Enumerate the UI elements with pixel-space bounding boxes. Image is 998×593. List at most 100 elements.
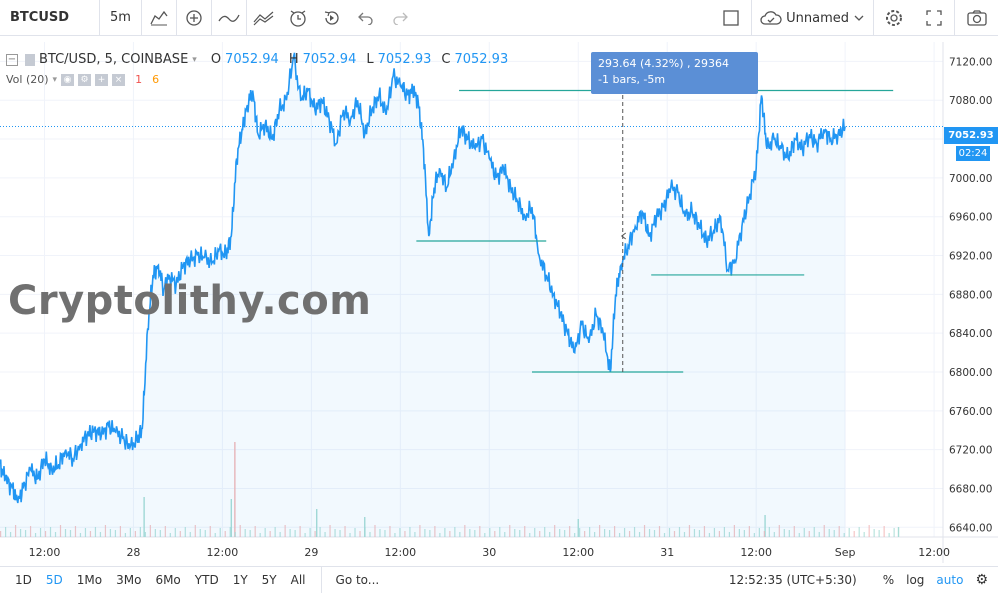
flag-icon bbox=[25, 53, 35, 66]
redo-icon[interactable] bbox=[383, 0, 417, 36]
goto-button[interactable]: Go to... bbox=[335, 572, 380, 587]
volume-bar bbox=[828, 529, 830, 537]
undo-icon[interactable] bbox=[349, 0, 383, 36]
volume-bar bbox=[499, 527, 501, 537]
range-ytd[interactable]: YTD bbox=[194, 572, 219, 587]
indicators-icon[interactable] bbox=[177, 0, 211, 36]
range-3mo[interactable]: 3Mo bbox=[116, 572, 142, 587]
plus-icon[interactable]: + bbox=[95, 73, 109, 86]
legend-dropdown-icon[interactable]: ▾ bbox=[192, 54, 197, 65]
legend-high-label: H bbox=[288, 52, 299, 67]
volume-bar bbox=[309, 528, 311, 537]
volume-bar bbox=[264, 528, 266, 537]
axis-settings-gear-icon[interactable]: ⚙ bbox=[975, 572, 988, 588]
volume-bar bbox=[783, 529, 785, 537]
volume-bar bbox=[479, 526, 481, 537]
fullscreen-icon[interactable] bbox=[914, 0, 954, 36]
templates-icon[interactable] bbox=[247, 0, 281, 36]
range-1d[interactable]: 1D bbox=[15, 572, 32, 587]
range-all[interactable]: All bbox=[290, 572, 306, 587]
replay-icon[interactable] bbox=[315, 0, 349, 36]
volume-bar bbox=[529, 533, 531, 537]
volume-bar bbox=[144, 532, 146, 537]
volume-bar bbox=[653, 530, 656, 537]
volume-bar bbox=[628, 531, 631, 537]
volume-bar bbox=[14, 525, 17, 537]
log-toggle[interactable]: log bbox=[906, 573, 925, 587]
volume-bar bbox=[374, 525, 376, 537]
interval-button[interactable]: 5m bbox=[100, 0, 142, 36]
volume-bar bbox=[733, 525, 735, 537]
volume-bar bbox=[134, 531, 136, 537]
volume-bar bbox=[678, 527, 681, 537]
volume-bar bbox=[489, 528, 491, 537]
eye-icon[interactable]: ◉ bbox=[61, 73, 75, 86]
volume-bar bbox=[623, 528, 626, 537]
volume-bar bbox=[230, 499, 233, 537]
measure-tooltip-line1: 293.64 (4.32%) , 29364 bbox=[598, 57, 729, 70]
volume-bar bbox=[688, 525, 691, 537]
volume-bar bbox=[544, 527, 546, 537]
symbol-search-button[interactable]: BTCUSD bbox=[0, 0, 100, 36]
legend-high: 7052.94 bbox=[302, 52, 357, 67]
price-chart[interactable]: 7120.00 7080.00 7000.00 6960.00 6920.00 6880.… bbox=[0, 0, 998, 566]
bottom-toolbar: 1D 5D 1Mo 3Mo 6Mo YTD 1Y 5Y All Go to... 12:52:3… bbox=[0, 566, 998, 593]
volume-dropdown-icon[interactable]: ▾ bbox=[52, 74, 58, 85]
volume-bar bbox=[84, 528, 87, 537]
volume-bar bbox=[873, 529, 875, 537]
volume-bar bbox=[314, 531, 316, 537]
volume-bar bbox=[838, 526, 840, 537]
bar-style-icon[interactable] bbox=[142, 0, 176, 36]
range-6mo[interactable]: 6Mo bbox=[155, 572, 181, 587]
volume-bar bbox=[459, 532, 461, 537]
volume-bar bbox=[214, 533, 216, 537]
settings-gear-icon[interactable] bbox=[874, 0, 914, 36]
volume-bar bbox=[316, 509, 318, 537]
volume-bar bbox=[154, 529, 156, 537]
y-tick-label: 6920.00 bbox=[949, 251, 992, 263]
volume-bar bbox=[778, 525, 780, 537]
y-tick-label: 6800.00 bbox=[949, 367, 992, 379]
close-icon[interactable]: × bbox=[112, 73, 126, 86]
volume-bar bbox=[718, 531, 721, 537]
range-1y[interactable]: 1Y bbox=[232, 572, 248, 587]
auto-toggle[interactable]: auto bbox=[936, 573, 964, 587]
volume-bar bbox=[49, 527, 52, 537]
volume-bar bbox=[294, 530, 296, 537]
volume-bar bbox=[284, 525, 286, 537]
volume-bar bbox=[878, 530, 880, 537]
legend-open-label: O bbox=[210, 52, 222, 67]
layout-menu[interactable]: Unnamed bbox=[751, 0, 874, 36]
collapse-legend-icon[interactable]: − bbox=[6, 53, 18, 66]
volume-bar bbox=[773, 532, 775, 537]
volume-bar bbox=[843, 533, 845, 537]
range-5d[interactable]: 5D bbox=[45, 572, 63, 587]
range-1mo[interactable]: 1Mo bbox=[76, 572, 103, 587]
volume-bar bbox=[189, 532, 191, 537]
volume-value-2: 6 bbox=[152, 73, 160, 86]
volume-bar bbox=[44, 531, 47, 537]
legend-close: 7052.93 bbox=[454, 52, 509, 67]
alert-icon[interactable] bbox=[281, 0, 315, 36]
volume-bar bbox=[474, 530, 476, 537]
percent-toggle[interactable]: % bbox=[882, 573, 895, 587]
bar-countdown-label: 02:24 bbox=[956, 146, 990, 161]
clock-time[interactable]: 12:52:35 (UTC+5:30) bbox=[728, 573, 857, 587]
symbol-legend: − BTC/USD, 5, COINBASE ▾ O 7052.94 H 7052.… bbox=[6, 52, 508, 67]
volume-bar bbox=[698, 530, 701, 537]
x-tick-label: 29 bbox=[304, 546, 318, 559]
range-5y[interactable]: 5Y bbox=[261, 572, 277, 587]
volume-bar bbox=[9, 532, 12, 537]
volume-bar bbox=[823, 525, 825, 537]
camera-snapshot-icon[interactable] bbox=[954, 0, 998, 36]
volume-bar bbox=[748, 526, 750, 537]
toolbar-divider bbox=[320, 566, 322, 593]
volume-bar bbox=[743, 530, 745, 537]
volume-bar bbox=[384, 530, 386, 537]
volume-bar bbox=[79, 533, 82, 537]
plot-area bbox=[0, 42, 943, 537]
settings-icon[interactable]: ⚙ bbox=[78, 73, 92, 86]
volume-bar bbox=[888, 533, 890, 537]
fullscreen-toggle-icon[interactable] bbox=[711, 0, 751, 36]
compare-icon[interactable] bbox=[212, 0, 246, 36]
